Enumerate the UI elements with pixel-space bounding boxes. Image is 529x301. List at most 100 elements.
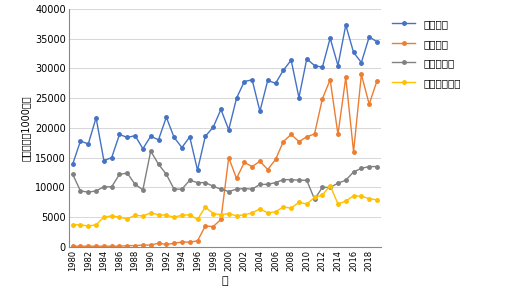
Line: コロンビア: コロンビア xyxy=(71,149,379,201)
ブラジル xyxy=(249,78,256,82)
ブラジル xyxy=(343,23,349,27)
ベトナム xyxy=(327,78,333,82)
コロンビア xyxy=(241,187,248,190)
コロンビア xyxy=(327,185,333,189)
ブラジル xyxy=(210,126,216,129)
ベトナム xyxy=(374,79,380,83)
ベトナム xyxy=(124,244,131,247)
Line: ブラジル: ブラジル xyxy=(71,23,379,172)
コロンビア xyxy=(233,187,240,191)
ブラジル xyxy=(202,135,208,138)
インドネシア xyxy=(374,198,380,202)
コロンビア xyxy=(187,178,193,182)
インドネシア xyxy=(171,215,177,219)
コロンビア xyxy=(296,178,302,182)
ベトナム xyxy=(171,241,177,245)
ブラジル xyxy=(171,136,177,139)
ブラジル xyxy=(148,135,154,138)
ベトナム xyxy=(93,244,99,248)
インドネシア xyxy=(358,194,364,198)
インドネシア xyxy=(218,213,224,216)
コロンビア xyxy=(210,185,216,188)
ベトナム xyxy=(225,156,232,160)
Line: インドネシア: インドネシア xyxy=(71,184,379,228)
ベトナム xyxy=(69,244,76,248)
ブラジル xyxy=(327,36,333,40)
コロンビア xyxy=(69,172,76,176)
ベトナム xyxy=(233,177,240,180)
ブラジル xyxy=(225,128,232,132)
ベトナム xyxy=(210,225,216,228)
コロンビア xyxy=(343,178,349,182)
ブラジル xyxy=(257,110,263,113)
コロンビア xyxy=(358,166,364,170)
ベトナム xyxy=(202,224,208,228)
ブラジル xyxy=(140,147,146,150)
ベトナム xyxy=(249,165,256,168)
コロンビア xyxy=(194,181,200,185)
ベトナム xyxy=(343,76,349,79)
ブラジル xyxy=(350,51,357,54)
Line: ベトナム: ベトナム xyxy=(71,73,379,248)
ベトナム xyxy=(116,244,123,248)
インドネシア xyxy=(132,213,138,217)
インドネシア xyxy=(288,206,294,210)
インドネシア xyxy=(280,205,287,209)
コロンビア xyxy=(156,162,162,166)
インドネシア xyxy=(335,202,341,206)
インドネシア xyxy=(210,212,216,215)
ブラジル xyxy=(358,61,364,64)
コロンビア xyxy=(148,149,154,153)
ブラジル xyxy=(179,146,185,149)
コロンビア xyxy=(288,178,294,182)
ブラジル xyxy=(280,68,287,72)
ブラジル xyxy=(163,115,169,119)
ベトナム xyxy=(101,244,107,248)
インドネシア xyxy=(304,202,310,206)
コロンビア xyxy=(264,183,271,186)
ベトナム xyxy=(280,140,287,143)
コロンビア xyxy=(304,178,310,182)
コロンビア xyxy=(350,170,357,174)
Legend: ブラジル, ベトナム, コロンビア, インドネシア: ブラジル, ベトナム, コロンビア, インドネシア xyxy=(393,19,461,88)
ブラジル xyxy=(116,133,123,136)
コロンビア xyxy=(163,172,169,176)
インドネシア xyxy=(140,214,146,218)
ブラジル xyxy=(312,64,318,67)
ベトナム xyxy=(179,240,185,244)
ブラジル xyxy=(233,96,240,100)
インドネシア xyxy=(312,196,318,199)
ベトナム xyxy=(296,140,302,143)
コロンビア xyxy=(93,189,99,193)
コロンビア xyxy=(77,189,84,193)
インドネシア xyxy=(249,211,256,215)
インドネシア xyxy=(350,194,357,197)
Y-axis label: 輸出総量（1000袋）: 輸出総量（1000袋） xyxy=(21,95,31,161)
インドネシア xyxy=(202,205,208,209)
インドネシア xyxy=(77,223,84,227)
インドネシア xyxy=(163,213,169,217)
ブラジル xyxy=(366,35,372,39)
インドネシア xyxy=(116,215,123,219)
ベトナム xyxy=(241,161,248,164)
ブラジル xyxy=(296,96,302,99)
ブラジル xyxy=(241,80,248,83)
ベトナム xyxy=(350,150,357,154)
ブラジル xyxy=(156,138,162,142)
ブラジル xyxy=(264,79,271,82)
ベトナム xyxy=(148,243,154,247)
ブラジル xyxy=(218,108,224,111)
コロンビア xyxy=(101,185,107,189)
インドネシア xyxy=(257,207,263,211)
インドネシア xyxy=(124,217,131,221)
ブラジル xyxy=(194,168,200,172)
ベトナム xyxy=(132,244,138,247)
ブラジル xyxy=(288,58,294,62)
コロンビア xyxy=(85,190,92,194)
インドネシア xyxy=(69,223,76,227)
コロンビア xyxy=(374,165,380,168)
インドネシア xyxy=(179,213,185,217)
コロンビア xyxy=(218,187,224,191)
インドネシア xyxy=(93,223,99,227)
コロンビア xyxy=(124,171,131,175)
